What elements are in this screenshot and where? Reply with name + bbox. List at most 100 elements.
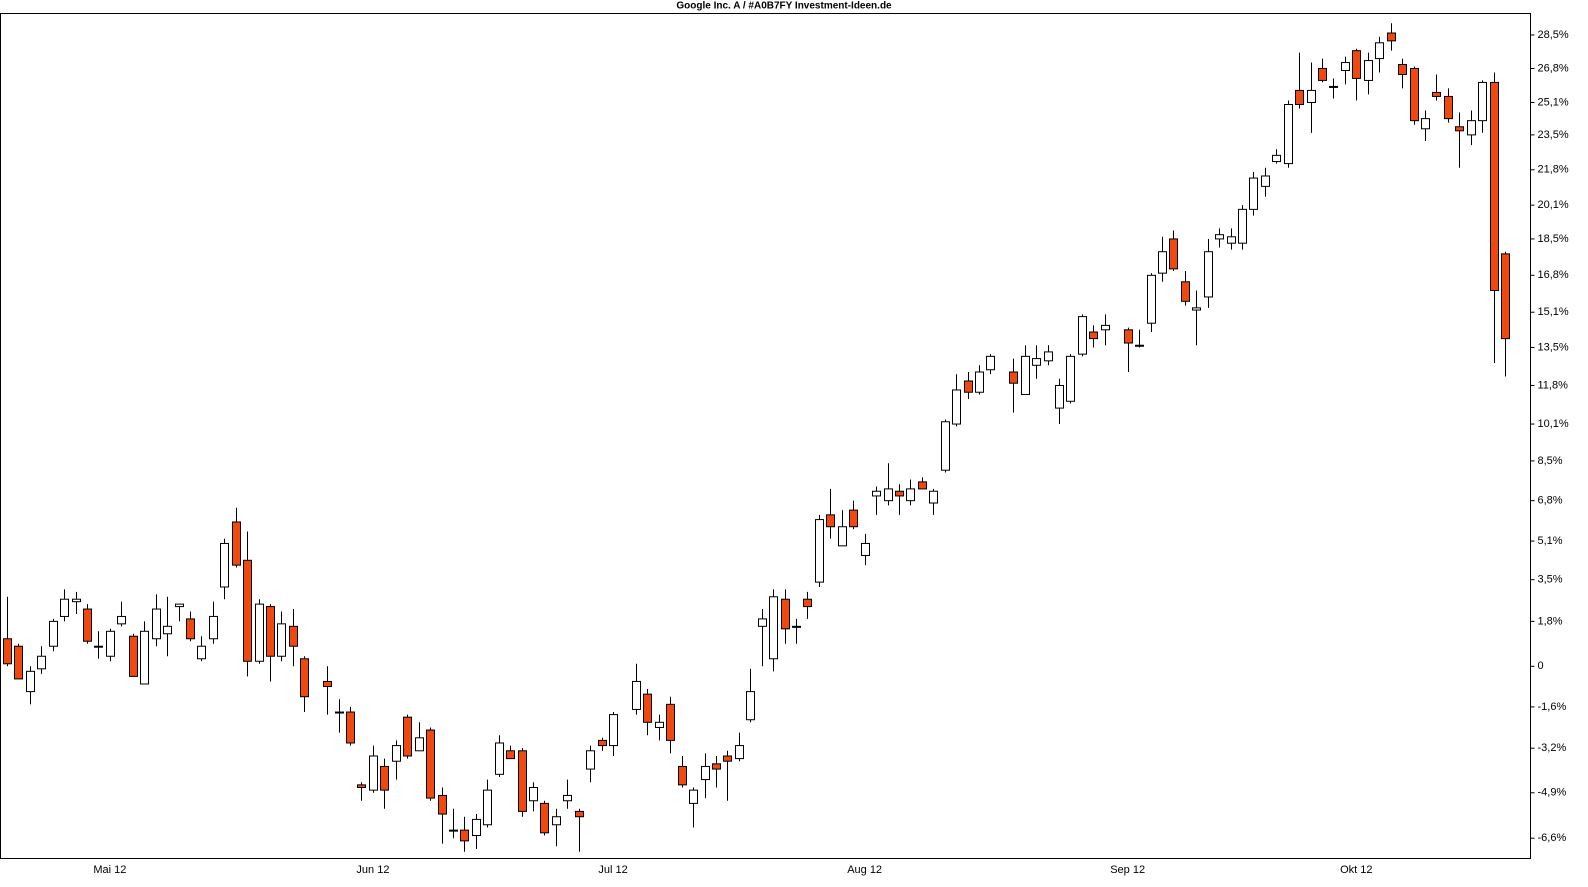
candle-body [232, 521, 241, 566]
y-tick-label: 21,8% [1538, 164, 1569, 176]
candle-body [438, 794, 447, 815]
y-tick-label: -4,9% [1538, 787, 1567, 799]
x-tick-label: Jul 12 [598, 864, 627, 876]
candle-body [243, 559, 252, 662]
candle-body [1455, 126, 1464, 132]
candle-body [1204, 251, 1213, 298]
candle-body [1158, 251, 1167, 274]
candle-body [838, 526, 847, 547]
candle-body [426, 729, 435, 799]
candle-body [380, 765, 389, 791]
y-tick-label: 15,1% [1538, 306, 1569, 318]
candle-body [392, 745, 401, 762]
candle-body [1032, 358, 1041, 366]
candle-body [1398, 64, 1407, 75]
candle-body [49, 620, 58, 647]
y-tick-label: 28,5% [1538, 29, 1569, 41]
candle-body [952, 389, 961, 425]
candle-body [1444, 95, 1453, 120]
candle-body [60, 598, 69, 617]
candle-body [1421, 118, 1430, 130]
candle-body [895, 490, 904, 497]
candle-body [1478, 81, 1487, 122]
candle-body [1329, 85, 1338, 88]
candle-body [941, 421, 950, 471]
candle-body [666, 703, 675, 741]
y-tick-label: 26,8% [1538, 62, 1569, 74]
candle-body [586, 750, 595, 770]
candle-body [861, 542, 870, 556]
candle-body [792, 625, 801, 628]
candle-body [735, 745, 744, 760]
candle-body [1009, 371, 1018, 384]
candle-body [1467, 120, 1476, 136]
candle-body [746, 691, 755, 721]
y-tick-label: 16,8% [1538, 269, 1569, 281]
candle-body [1307, 89, 1316, 103]
candle-body [689, 789, 698, 804]
candle-body [117, 615, 126, 625]
candle-body [323, 680, 332, 688]
y-tick-label: 6,8% [1538, 495, 1563, 507]
y-tick-label: -3,2% [1538, 742, 1567, 754]
candle-body [563, 794, 572, 802]
candle-body [1169, 238, 1178, 270]
candle-body [129, 635, 138, 677]
candle-body [220, 542, 229, 588]
candle-body [72, 598, 81, 603]
candle-body [964, 380, 973, 393]
candle-body [335, 711, 344, 714]
candle-body [529, 786, 538, 802]
candle-body [1364, 60, 1373, 81]
candle-body [106, 630, 115, 657]
candle-body [1238, 208, 1247, 244]
y-tick-label: 3,5% [1538, 574, 1563, 586]
candle-body [415, 737, 424, 752]
candle-body [1432, 91, 1441, 97]
candle-body [197, 645, 206, 660]
candle-body [518, 750, 527, 812]
y-tick-label: 11,8% [1538, 379, 1569, 391]
candle-body [449, 829, 458, 832]
candle-body [575, 810, 584, 818]
candle-body [1490, 81, 1499, 291]
candle-body [163, 625, 172, 635]
candle-body [3, 638, 12, 665]
candle-body [357, 784, 366, 788]
candle-body [701, 765, 710, 781]
candle-body [26, 670, 35, 693]
candle-body [872, 490, 881, 497]
candle-body [643, 693, 652, 723]
candle-body [1272, 154, 1281, 163]
x-tick-label: Okt 12 [1340, 864, 1372, 876]
candle-body [906, 488, 915, 502]
chart-title: Google Inc. A / #A0B7FY Investment-Ideen… [676, 1, 892, 12]
candle-body [1261, 175, 1270, 187]
candle-body [540, 802, 549, 834]
candle-body [598, 739, 607, 747]
candle-body [815, 519, 824, 583]
candle-body [83, 608, 92, 642]
candle-body [678, 765, 687, 786]
y-tick-label: 5,1% [1538, 535, 1563, 547]
candle-body [1078, 316, 1087, 355]
candle-body [769, 596, 778, 660]
candle-body [975, 371, 984, 393]
candle-body [289, 625, 298, 647]
y-tick-label: 0 [1538, 660, 1544, 672]
candle-body [986, 355, 995, 371]
candle-body [209, 615, 218, 640]
candle-body [1181, 281, 1190, 302]
y-tick-label: -6,6% [1538, 832, 1567, 844]
x-tick-label: Sep 12 [1110, 864, 1145, 876]
candle-body [460, 829, 469, 842]
x-tick-label: Mai 12 [93, 864, 126, 876]
candle-body [1101, 324, 1110, 331]
y-tick-label: 23,5% [1538, 129, 1569, 141]
candle-body [1501, 253, 1510, 340]
candle-body [495, 742, 504, 775]
candle-body [1375, 42, 1384, 60]
candle-body [1352, 50, 1361, 79]
